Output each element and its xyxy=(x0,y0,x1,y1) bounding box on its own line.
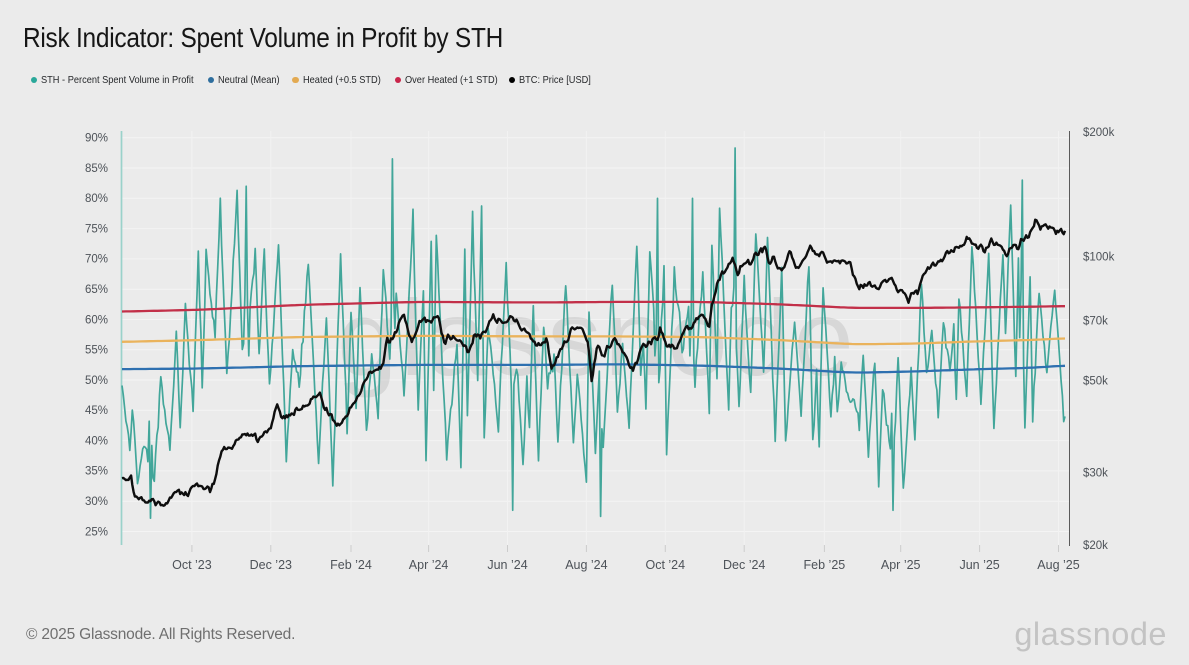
svg-text:$200k: $200k xyxy=(1083,127,1115,139)
svg-text:30%: 30% xyxy=(85,496,108,508)
svg-text:55%: 55% xyxy=(85,345,108,357)
svg-text:Apr ’24: Apr ’24 xyxy=(409,558,449,572)
svg-text:35%: 35% xyxy=(85,466,108,478)
svg-text:$30k: $30k xyxy=(1083,467,1108,479)
svg-text:85%: 85% xyxy=(85,163,108,175)
svg-text:Oct ’24: Oct ’24 xyxy=(645,558,685,572)
svg-text:Feb ’24: Feb ’24 xyxy=(330,558,372,572)
svg-text:Jun ’25: Jun ’25 xyxy=(959,558,999,572)
svg-text:40%: 40% xyxy=(85,435,108,447)
svg-text:80%: 80% xyxy=(85,193,108,205)
svg-text:50%: 50% xyxy=(85,375,108,387)
svg-text:Dec ’23: Dec ’23 xyxy=(250,558,292,572)
svg-text:Feb ’25: Feb ’25 xyxy=(804,558,846,572)
svg-text:Jun ’24: Jun ’24 xyxy=(487,558,527,572)
svg-text:75%: 75% xyxy=(85,223,108,235)
svg-text:60%: 60% xyxy=(85,314,108,326)
svg-text:Apr ’25: Apr ’25 xyxy=(881,558,921,572)
svg-text:Aug ’25: Aug ’25 xyxy=(1037,558,1079,572)
svg-text:25%: 25% xyxy=(85,526,108,538)
svg-text:$50k: $50k xyxy=(1083,376,1108,388)
svg-text:$20k: $20k xyxy=(1083,540,1108,552)
svg-text:Aug ’24: Aug ’24 xyxy=(565,558,607,572)
svg-text:Oct ’23: Oct ’23 xyxy=(172,558,212,572)
svg-text:45%: 45% xyxy=(85,405,108,417)
svg-text:70%: 70% xyxy=(85,254,108,266)
svg-text:Dec ’24: Dec ’24 xyxy=(723,558,765,572)
svg-text:$100k: $100k xyxy=(1083,251,1115,263)
svg-text:65%: 65% xyxy=(85,284,108,296)
svg-text:$70k: $70k xyxy=(1083,315,1108,327)
svg-text:90%: 90% xyxy=(85,133,108,145)
